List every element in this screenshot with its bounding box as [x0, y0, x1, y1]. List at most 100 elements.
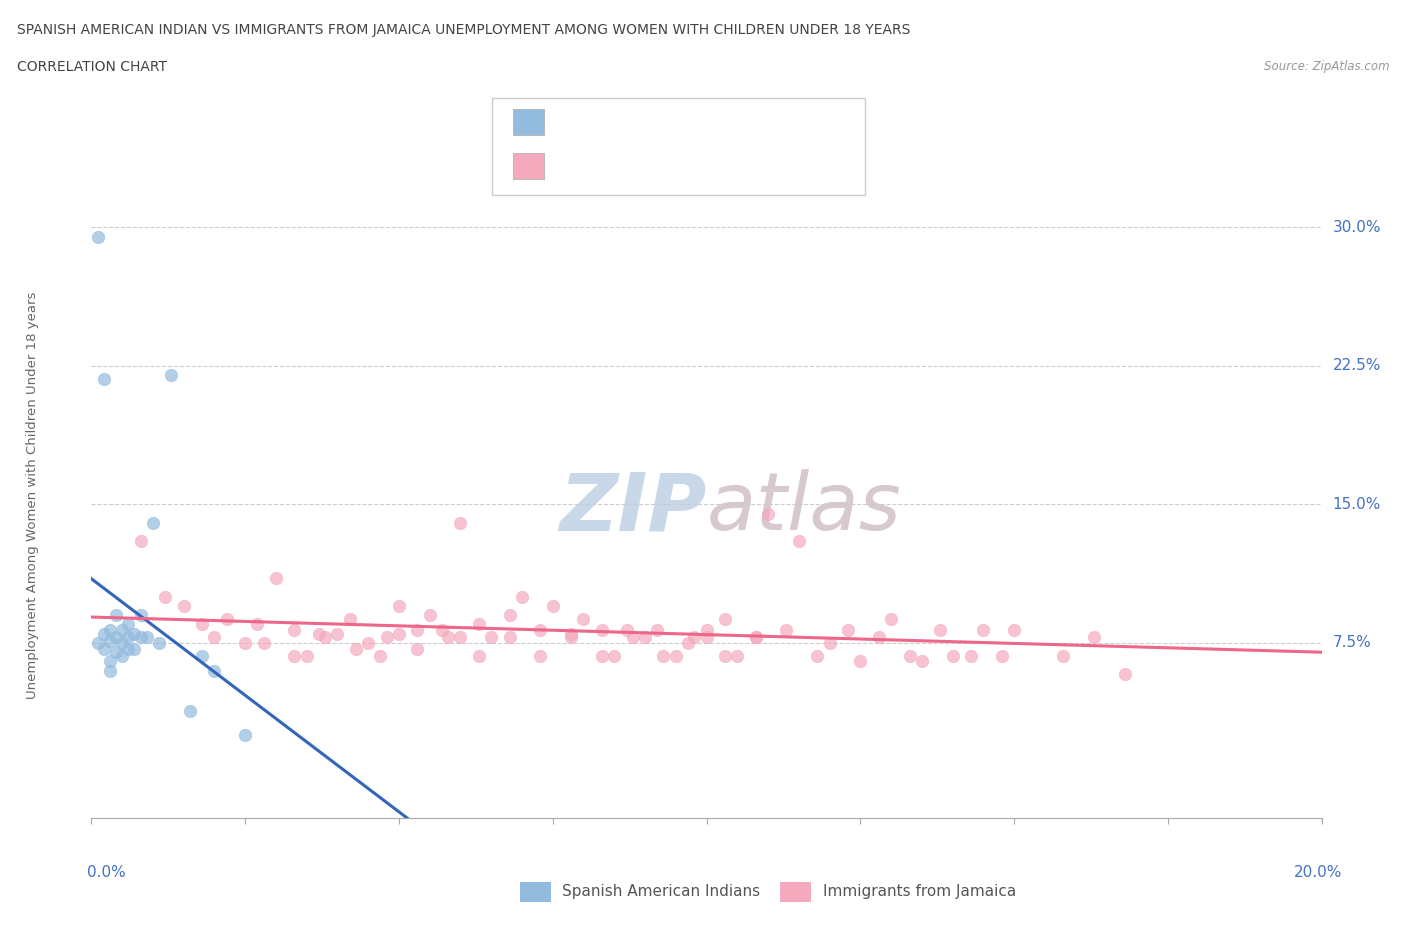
Point: [880, 612, 903, 627]
Point: [388, 626, 411, 641]
Point: [173, 599, 195, 614]
Text: CORRELATION CHART: CORRELATION CHART: [17, 60, 167, 74]
Point: [775, 622, 797, 637]
Text: 30.0%: 30.0%: [1333, 220, 1381, 235]
Point: [160, 367, 183, 382]
Point: [406, 641, 429, 656]
Point: [960, 648, 983, 663]
Point: [529, 622, 551, 637]
Point: [929, 622, 952, 637]
Point: [621, 630, 644, 644]
Point: [202, 663, 225, 678]
Point: [153, 590, 177, 604]
Text: 20.0%: 20.0%: [1295, 865, 1343, 880]
Point: [560, 630, 582, 644]
Text: Spanish American Indians: Spanish American Indians: [562, 884, 761, 899]
Point: [124, 641, 146, 656]
Point: [264, 571, 287, 586]
Text: ZIP: ZIP: [560, 469, 706, 547]
Point: [135, 630, 157, 644]
Text: R = -0.173: R = -0.173: [553, 114, 634, 129]
Point: [468, 648, 491, 663]
Point: [683, 630, 706, 644]
Point: [314, 630, 336, 644]
Point: [676, 635, 699, 650]
Point: [370, 648, 392, 663]
Text: Source: ZipAtlas.com: Source: ZipAtlas.com: [1264, 60, 1389, 73]
Point: [603, 648, 626, 663]
Point: [665, 648, 688, 663]
Point: [129, 608, 152, 623]
Point: [308, 626, 330, 641]
Point: [696, 622, 718, 637]
Point: [375, 630, 398, 644]
Point: [898, 648, 921, 663]
Point: [129, 630, 152, 644]
Point: [117, 618, 139, 632]
Point: [179, 704, 201, 719]
Point: [696, 630, 718, 644]
Point: [283, 622, 305, 637]
Point: [714, 648, 737, 663]
Point: [1002, 622, 1025, 637]
Point: [745, 630, 768, 644]
Text: 15.0%: 15.0%: [1333, 497, 1381, 512]
Point: [98, 633, 121, 648]
Point: [339, 612, 361, 627]
Point: [326, 626, 349, 641]
Point: [295, 648, 318, 663]
Point: [634, 630, 657, 644]
Point: [111, 648, 134, 663]
Point: [714, 612, 737, 627]
Point: [837, 622, 859, 637]
Point: [787, 534, 810, 549]
Point: [616, 622, 638, 637]
Point: [283, 648, 305, 663]
Point: [560, 626, 582, 641]
Point: [215, 612, 238, 627]
Point: [93, 371, 115, 386]
Point: [725, 648, 748, 663]
Point: [972, 622, 994, 637]
Point: [990, 648, 1012, 663]
Point: [105, 630, 127, 644]
Point: [591, 648, 613, 663]
Point: [1083, 630, 1105, 644]
Point: [449, 515, 471, 530]
Text: 22.5%: 22.5%: [1333, 358, 1381, 374]
Point: [148, 635, 170, 650]
Text: SPANISH AMERICAN INDIAN VS IMMIGRANTS FROM JAMAICA UNEMPLOYMENT AMONG WOMEN WITH: SPANISH AMERICAN INDIAN VS IMMIGRANTS FR…: [17, 23, 910, 37]
Point: [357, 635, 380, 650]
Point: [142, 515, 165, 530]
Point: [111, 635, 134, 650]
Point: [98, 654, 121, 669]
Point: [572, 612, 595, 627]
Point: [498, 608, 520, 623]
Point: [233, 728, 256, 743]
Point: [911, 654, 934, 669]
Point: [246, 618, 269, 632]
Point: [479, 630, 502, 644]
Text: 0.0%: 0.0%: [87, 865, 127, 880]
Point: [645, 622, 668, 637]
Point: [93, 626, 115, 641]
Point: [498, 630, 520, 644]
Point: [117, 641, 139, 656]
Point: [541, 599, 564, 614]
Point: [117, 630, 139, 644]
Point: [806, 648, 828, 663]
Point: [849, 654, 872, 669]
Point: [388, 599, 411, 614]
Point: [449, 630, 471, 644]
Point: [745, 630, 768, 644]
Point: [1114, 667, 1136, 682]
Text: Unemployment Among Women with Children Under 18 years: Unemployment Among Women with Children U…: [25, 291, 39, 699]
Point: [468, 618, 491, 632]
Point: [93, 641, 115, 656]
Point: [86, 635, 108, 650]
Point: [529, 648, 551, 663]
Point: [105, 644, 127, 659]
Point: [1052, 648, 1074, 663]
Point: [406, 622, 429, 637]
Point: [98, 622, 121, 637]
